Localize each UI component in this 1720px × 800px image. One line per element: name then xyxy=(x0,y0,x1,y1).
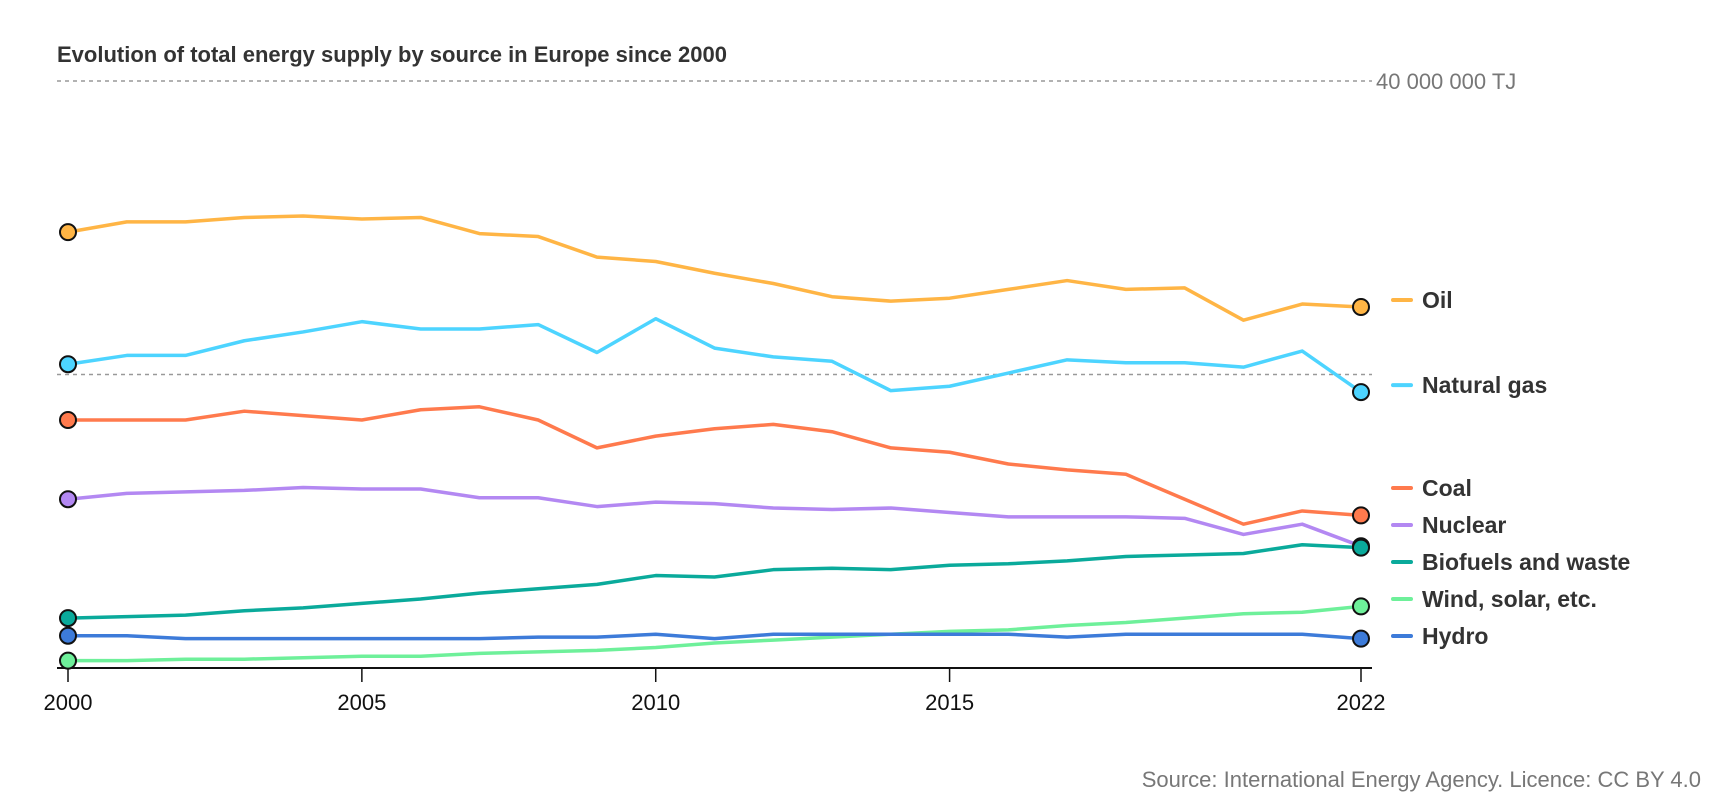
legend: Oil Natural gas Coal Nuclear Biofuels and wa… xyxy=(1391,287,1630,649)
x-tick-label: 2022 xyxy=(1337,690,1386,715)
series-markers xyxy=(59,223,1370,670)
start-marker-nuclear xyxy=(59,490,77,509)
start-marker-biofuels-and-waste xyxy=(59,609,77,628)
x-tick-label: 2005 xyxy=(337,690,386,715)
legend-item-biofuels-and-waste: Biofuels and waste xyxy=(1391,549,1630,575)
source-note: Source: International Energy Agency. Lic… xyxy=(1141,767,1701,792)
start-marker-natural-gas xyxy=(59,355,77,374)
legend-item-nuclear: Nuclear xyxy=(1391,512,1506,538)
series-line-biofuels-and-waste xyxy=(66,542,1363,620)
start-marker-coal xyxy=(59,410,77,429)
series-line-coal xyxy=(66,405,1363,526)
series-lines xyxy=(66,214,1363,663)
end-marker-natural-gas xyxy=(1352,383,1370,402)
gridline-label: 40 000 000 TJ xyxy=(1376,69,1516,94)
start-marker-wind-solar-etc xyxy=(59,651,77,670)
series-line-natural-gas xyxy=(66,316,1363,394)
series-line-oil xyxy=(66,214,1363,322)
legend-label: Hydro xyxy=(1422,623,1488,649)
legend-item-wind-solar-etc: Wind, solar, etc. xyxy=(1391,586,1597,612)
legend-label: Biofuels and waste xyxy=(1422,549,1630,575)
end-marker-biofuels-and-waste xyxy=(1352,538,1370,557)
x-tick-label: 2015 xyxy=(925,690,974,715)
legend-label: Nuclear xyxy=(1422,512,1506,538)
start-marker-hydro xyxy=(59,626,77,645)
legend-item-natural-gas: Natural gas xyxy=(1391,372,1547,398)
legend-item-coal: Coal xyxy=(1391,475,1472,501)
legend-label: Oil xyxy=(1422,287,1453,313)
chart-title: Evolution of total energy supply by sour… xyxy=(57,42,727,67)
legend-label: Coal xyxy=(1422,475,1472,501)
series-line-nuclear xyxy=(66,485,1363,548)
legend-item-oil: Oil xyxy=(1391,287,1453,313)
x-tick-label: 2000 xyxy=(44,690,93,715)
end-marker-hydro xyxy=(1352,629,1370,648)
legend-label: Wind, solar, etc. xyxy=(1422,586,1597,612)
series-line-wind-solar-etc xyxy=(66,604,1363,663)
end-marker-coal xyxy=(1352,506,1370,525)
legend-label: Natural gas xyxy=(1422,372,1547,398)
x-tick-label: 2010 xyxy=(631,690,680,715)
end-marker-oil xyxy=(1352,297,1370,316)
end-marker-wind-solar-etc xyxy=(1352,597,1370,616)
gridlines: 40 000 000 TJ xyxy=(57,69,1516,376)
x-axis: 2000 2005 2010 2015 2022 xyxy=(44,667,1386,715)
series-line-hydro xyxy=(66,632,1363,641)
legend-item-hydro: Hydro xyxy=(1391,623,1488,649)
start-marker-oil xyxy=(59,223,77,242)
